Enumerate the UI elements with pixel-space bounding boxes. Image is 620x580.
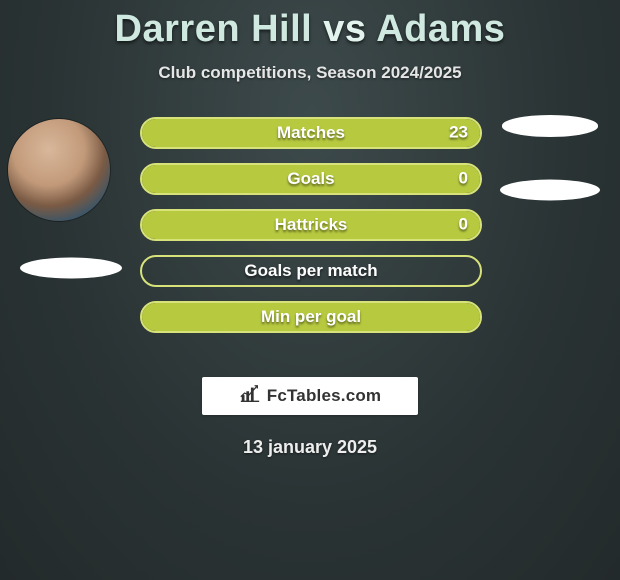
stat-bars: Matches 23 Goals 0 Hattricks 0 Goals per…	[140, 117, 482, 347]
stat-value: 23	[449, 123, 468, 143]
stat-bar-goals-per-match: Goals per match	[140, 255, 482, 287]
stat-label: Goals	[287, 169, 334, 189]
watermark-text: FcTables.com	[267, 386, 382, 406]
stat-bar-min-per-goal: Min per goal	[140, 301, 482, 333]
stat-bar-hattricks: Hattricks 0	[140, 209, 482, 241]
page-title: Darren Hill vs Adams	[0, 8, 620, 51]
subtitle: Club competitions, Season 2024/2025	[0, 63, 620, 83]
stat-label: Goals per match	[244, 261, 377, 281]
stat-bar-goals: Goals 0	[140, 163, 482, 195]
stat-bar-matches: Matches 23	[140, 117, 482, 149]
bar-chart-icon	[239, 383, 261, 410]
stat-value: 0	[459, 169, 468, 189]
comparison-body: Matches 23 Goals 0 Hattricks 0 Goals per…	[0, 119, 620, 359]
stat-label: Hattricks	[275, 215, 348, 235]
comparison-card: Darren Hill vs Adams Club competitions, …	[0, 0, 620, 458]
player1-avatar	[8, 119, 110, 221]
player1-name-ellipse	[20, 258, 122, 279]
title-vs: vs	[323, 8, 366, 50]
player2-name-ellipse	[500, 180, 600, 201]
snapshot-date: 13 january 2025	[0, 437, 620, 458]
watermark[interactable]: FcTables.com	[202, 377, 418, 415]
title-player2: Adams	[376, 8, 505, 50]
player2-avatar-placeholder	[502, 115, 598, 137]
stat-label: Min per goal	[261, 307, 361, 327]
stat-label: Matches	[277, 123, 345, 143]
title-player1: Darren Hill	[115, 8, 313, 50]
stat-value: 0	[459, 215, 468, 235]
